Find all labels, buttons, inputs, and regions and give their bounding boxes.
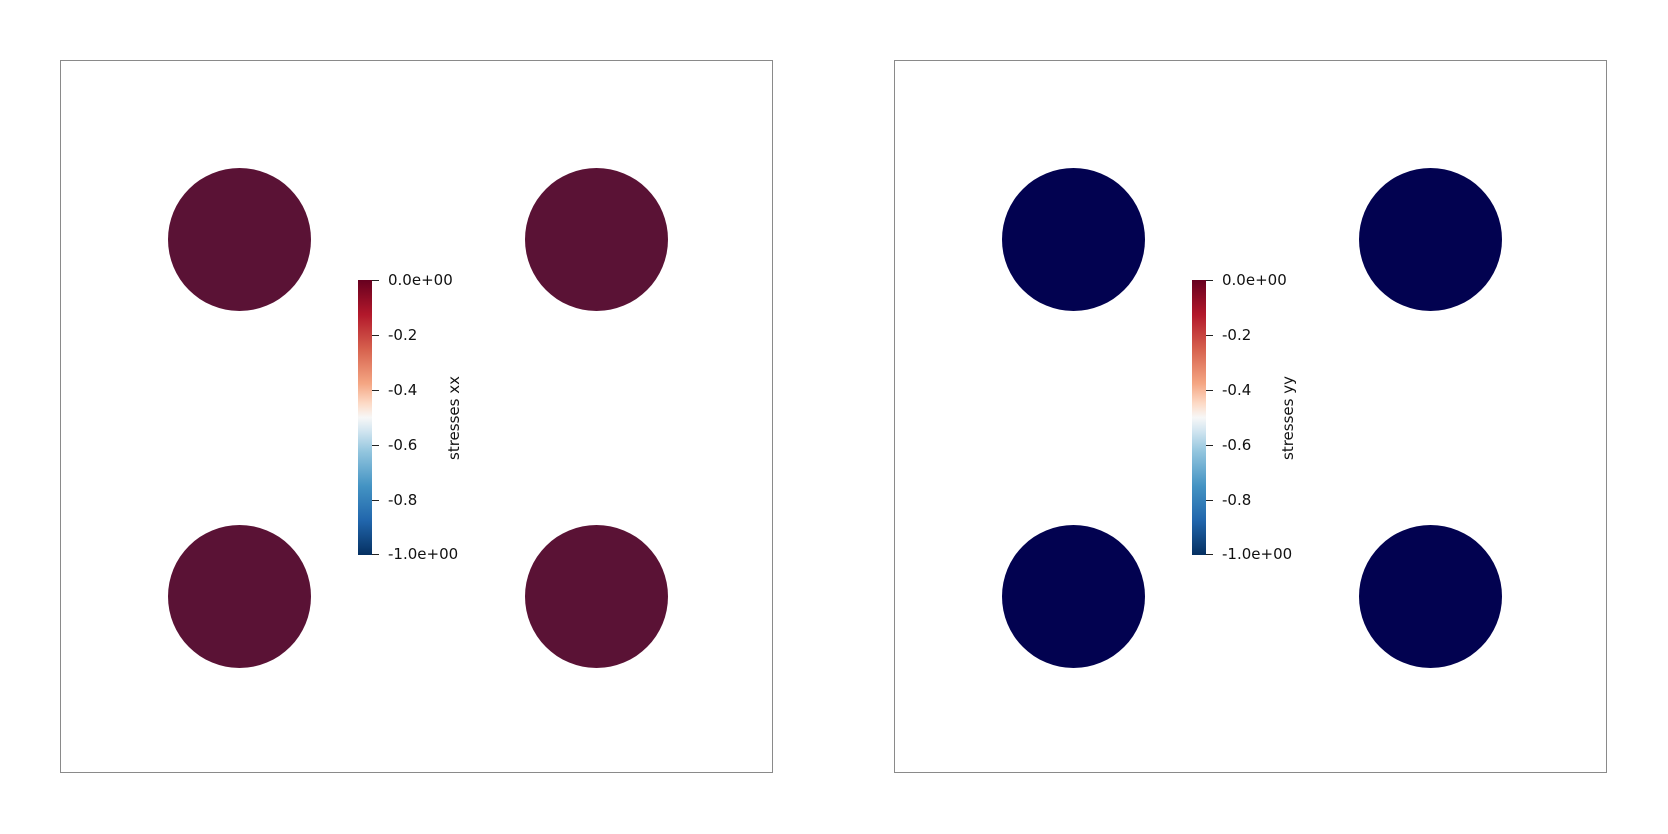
colorbar-tick xyxy=(1206,500,1213,501)
colorbar-tick xyxy=(1206,335,1213,336)
inclusion-bottom-left xyxy=(1002,525,1145,668)
colorbar-tick xyxy=(1206,280,1213,281)
colorbar-title: stresses yy xyxy=(1279,376,1297,460)
colorbar-tick xyxy=(372,554,379,555)
inclusion-bottom-left xyxy=(168,525,311,668)
inclusion-top-left xyxy=(168,168,311,311)
inclusion-top-left xyxy=(1002,168,1145,311)
colorbar-tick xyxy=(372,390,379,391)
colorbar-tick-label: -0.2 xyxy=(388,326,418,344)
colorbar-tick-label: -0.4 xyxy=(1222,381,1252,399)
plot-panel-stresses-xx: 0.0e+00 -0.2 -0.4 -0.6 -0.8 -1.0e+00 str… xyxy=(60,60,773,773)
colorbar xyxy=(1192,280,1206,555)
inclusion-bottom-right xyxy=(1359,525,1502,668)
colorbar-tick-label: -0.6 xyxy=(388,436,418,454)
colorbar-tick-label: -0.4 xyxy=(388,381,418,399)
colorbar-title: stresses xx xyxy=(445,376,463,460)
colorbar-tick xyxy=(1206,390,1213,391)
colorbar-tick-label: -1.0e+00 xyxy=(388,545,459,563)
colorbar-tick xyxy=(1206,554,1213,555)
colorbar-tick-label: -0.8 xyxy=(388,491,418,509)
colorbar-tick-label: 0.0e+00 xyxy=(388,271,453,289)
colorbar-tick-label: -1.0e+00 xyxy=(1222,545,1293,563)
colorbar-tick xyxy=(372,280,379,281)
colorbar-tick-label: -0.8 xyxy=(1222,491,1252,509)
colorbar-tick xyxy=(1206,445,1213,446)
colorbar-tick xyxy=(372,500,379,501)
colorbar xyxy=(358,280,372,555)
colorbar-tick xyxy=(372,445,379,446)
inclusion-top-right xyxy=(525,168,668,311)
colorbar-tick-label: -0.6 xyxy=(1222,436,1252,454)
inclusion-top-right xyxy=(1359,168,1502,311)
inclusion-bottom-right xyxy=(525,525,668,668)
plot-panel-stresses-yy: 0.0e+00 -0.2 -0.4 -0.6 -0.8 -1.0e+00 str… xyxy=(894,60,1607,773)
colorbar-tick-label: 0.0e+00 xyxy=(1222,271,1287,289)
colorbar-tick xyxy=(372,335,379,336)
colorbar-tick-label: -0.2 xyxy=(1222,326,1252,344)
